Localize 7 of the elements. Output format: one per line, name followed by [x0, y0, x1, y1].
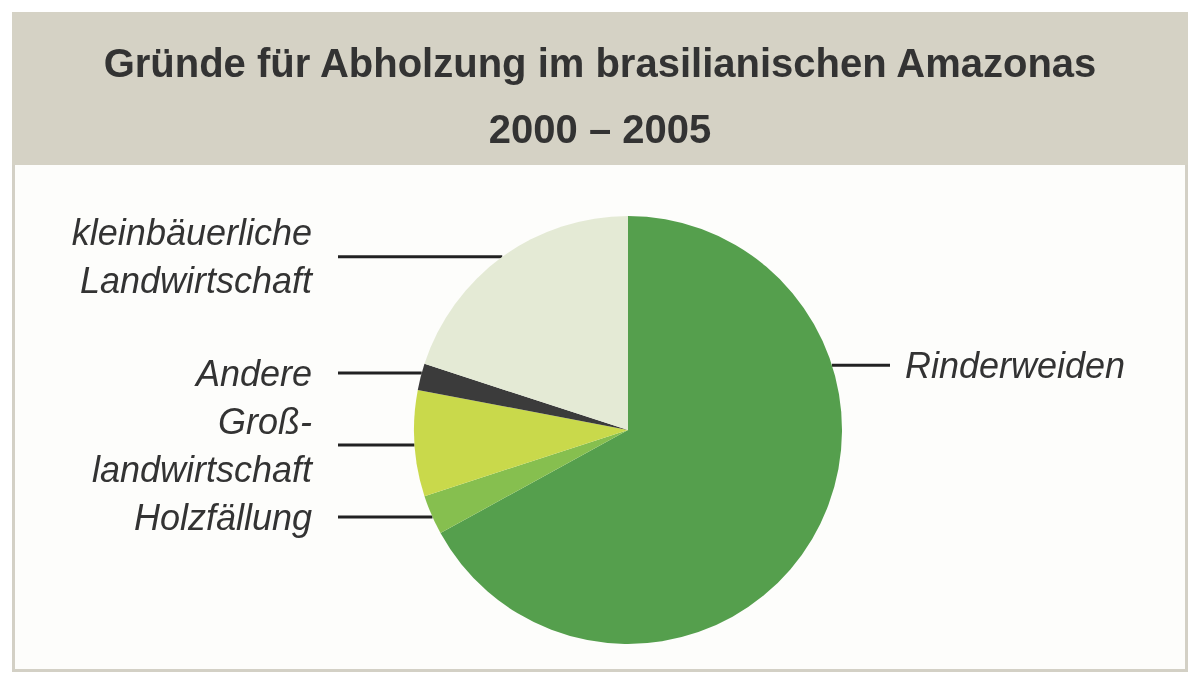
- slice-label: kleinbäuerliche Landwirtschaft: [71, 212, 314, 302]
- chart-title: Gründe für Abholzung im brasilianischen Amazonas: [103, 41, 1097, 85]
- slice-label: Andere: [193, 352, 312, 394]
- chart-subtitle: 2000 – 2005: [488, 107, 712, 151]
- slice-label: Rinderweiden: [905, 344, 1126, 386]
- slice-label: Groß-landwirtschaft: [91, 400, 314, 490]
- slice-label: Holzfällung: [133, 496, 312, 538]
